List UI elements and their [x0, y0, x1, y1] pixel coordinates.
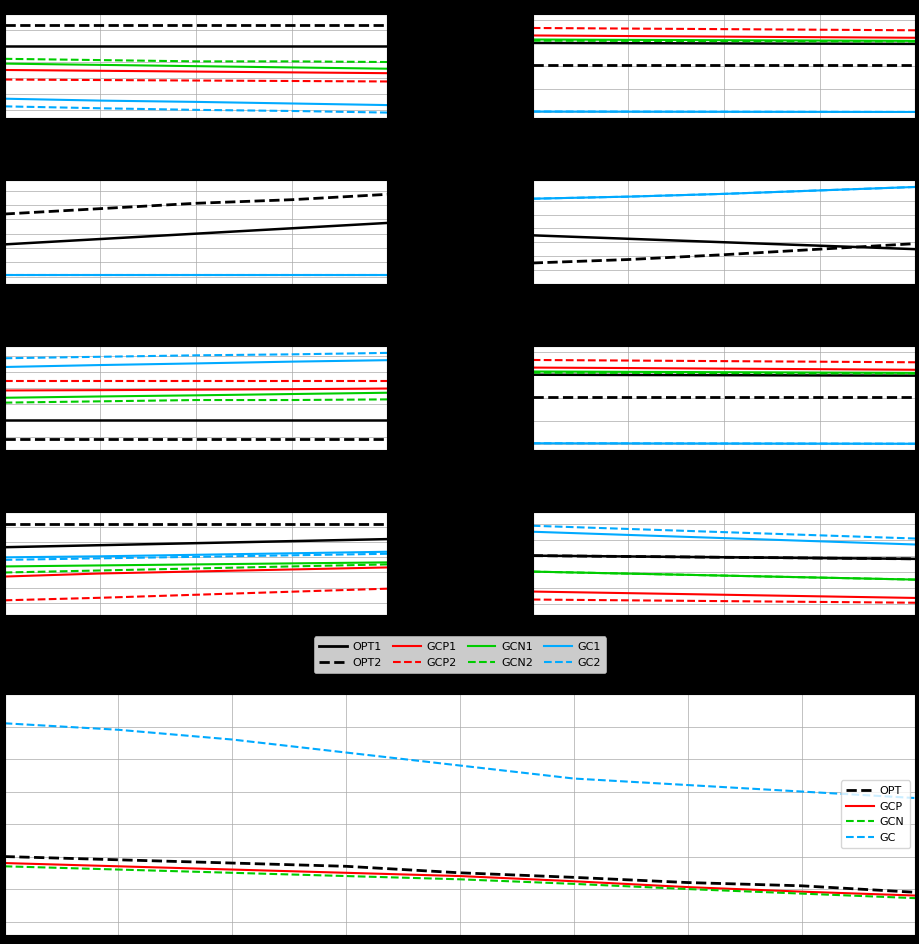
- X-axis label: $Z_f$: $Z_f$: [717, 636, 730, 650]
- Title: Imaginary negative sequence current: Imaginary negative sequence current: [620, 335, 826, 346]
- X-axis label: $Z_f$: $Z_f$: [189, 636, 202, 650]
- Title: Positive sequence voltage magnitude: Positive sequence voltage magnitude: [92, 501, 300, 511]
- X-axis label: $Z_f$: $Z_f$: [717, 139, 730, 153]
- Title: Real negative sequence current: Real negative sequence current: [636, 169, 811, 179]
- X-axis label: $Z_f$: $Z_f$: [189, 139, 202, 153]
- Title: Positive sequence current magnitude: Positive sequence current magnitude: [93, 4, 299, 13]
- X-axis label: $Z_f$: $Z_f$: [189, 471, 202, 484]
- Legend: OPT1, OPT2, GCP1, GCP2, GCN1, GCN2, GC1, GC2: OPT1, OPT2, GCP1, GCP2, GCN1, GCN2, GC1,…: [313, 636, 606, 673]
- X-axis label: $Z_f$: $Z_f$: [717, 471, 730, 484]
- Y-axis label: $V^-$: $V^-$: [486, 555, 498, 572]
- X-axis label: $Z_f$: $Z_f$: [189, 305, 202, 319]
- Y-axis label: $I^-$: $I^-$: [493, 59, 505, 73]
- Title: Objective function: Objective function: [403, 681, 516, 690]
- Y-axis label: $I_{re}^-$: $I_{re}^-$: [480, 226, 494, 239]
- Y-axis label: $I_{im}^-$: $I_{im}^-$: [489, 391, 505, 405]
- Title: Negative sequence current magnitude: Negative sequence current magnitude: [618, 4, 829, 13]
- Title: Negative sequence voltage magnitude: Negative sequence voltage magnitude: [618, 501, 829, 511]
- X-axis label: $Z_f$: $Z_f$: [717, 305, 730, 319]
- Legend: OPT, GCP, GCN, GC: OPT, GCP, GCN, GC: [840, 781, 909, 849]
- Title: Real positive sequence current: Real positive sequence current: [110, 169, 281, 179]
- Title: Imaginary positive sequence current: Imaginary positive sequence current: [95, 335, 297, 346]
